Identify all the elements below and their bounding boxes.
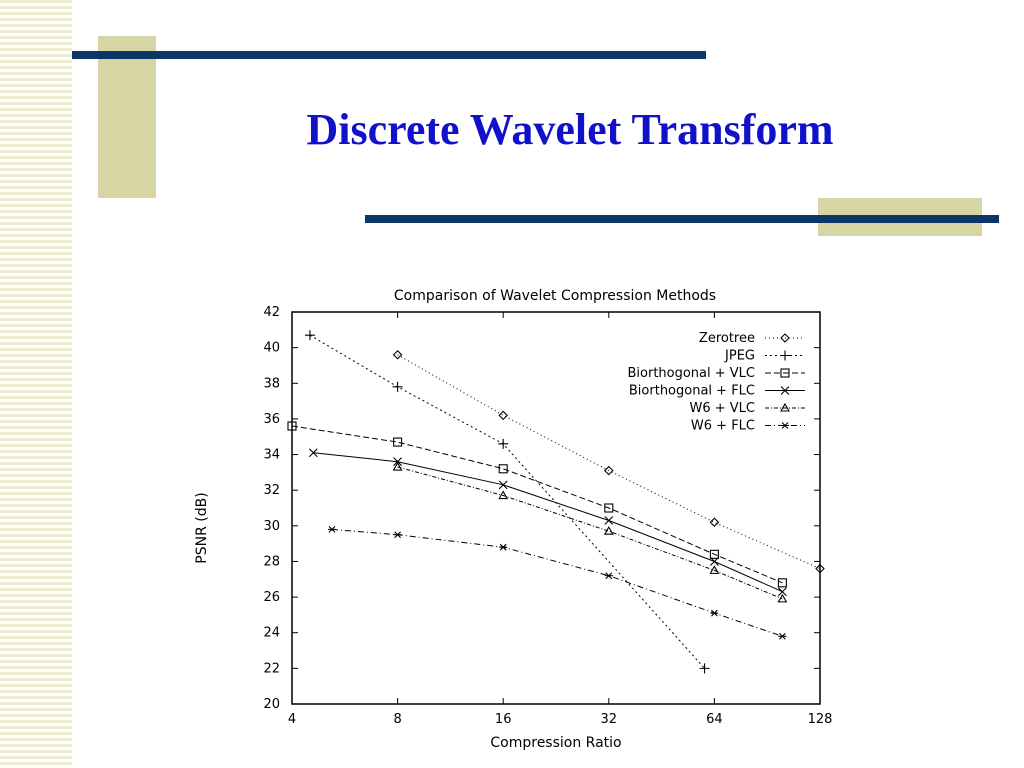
slide-title: Discrete Wavelet Transform [306, 105, 834, 154]
data-point-square [287, 421, 297, 431]
y-tick-label: 20 [263, 697, 280, 712]
data-point-plus [498, 438, 509, 449]
y-tick-label: 28 [263, 554, 280, 569]
series-line [397, 354, 821, 570]
data-point-triangle [777, 593, 788, 603]
data-point-diamond [498, 410, 508, 421]
series-line [313, 452, 783, 593]
legend-label: Biorthogonal + VLC [627, 366, 755, 381]
data-point-triangle [392, 461, 403, 471]
series-1 [392, 349, 825, 574]
y-tick-label: 32 [263, 483, 280, 498]
data-point-triangle [709, 565, 720, 574]
x-tick-label: 4 [288, 712, 296, 727]
legend-label: W6 + FLC [691, 419, 755, 434]
x-tick-label: 16 [495, 712, 512, 727]
x-tick-label: 128 [808, 712, 833, 727]
y-tick-label: 24 [263, 626, 280, 641]
x-tick-label: 8 [393, 712, 401, 727]
data-point-plus [304, 330, 315, 341]
series-line [291, 425, 783, 584]
data-point-square [709, 549, 719, 559]
data-point-diamond [709, 517, 720, 528]
data-point-diamond [604, 465, 614, 476]
wavelet-comparison-chart: Comparison of Wavelet Compression Method… [194, 288, 833, 751]
y-tick-label: 36 [263, 412, 280, 427]
series-2 [304, 330, 710, 674]
data-point-square [780, 368, 790, 378]
data-point-square [498, 464, 508, 474]
series-line [309, 334, 705, 669]
data-point-star [781, 422, 789, 429]
data-point-x [710, 557, 719, 566]
data-point-x [498, 480, 508, 490]
data-point-triangle [498, 490, 509, 500]
legend-label: Biorthogonal + FLC [629, 384, 755, 399]
chart-title: Comparison of Wavelet Compression Method… [394, 288, 716, 304]
series-line [331, 528, 783, 637]
data-point-star [499, 543, 508, 551]
data-point-triangle [603, 526, 614, 535]
legend: Zerotree JPEG Biorthogonal + VLC Biorthogon… [627, 331, 805, 434]
data-point-plus [392, 381, 403, 392]
x-tick-label: 64 [706, 712, 723, 727]
data-point-star [604, 572, 613, 580]
y-axis-label: PSNR (dB) [194, 492, 210, 563]
legend-label: JPEG [724, 349, 755, 364]
legend-label: W6 + VLC [690, 401, 756, 416]
bottom-rule [365, 215, 999, 223]
y-tick-label: 26 [263, 590, 280, 605]
x-axis-label: Compression Ratio [490, 735, 621, 751]
data-point-plus [780, 350, 790, 361]
data-point-star [327, 525, 336, 533]
y-tick-label: 38 [263, 376, 280, 391]
y-tick-label: 30 [263, 519, 280, 534]
data-point-x [604, 516, 614, 525]
accent-block-top [98, 36, 156, 198]
data-point-diamond [392, 349, 403, 360]
series-line [397, 466, 783, 600]
data-point-square [393, 437, 403, 447]
x-tick-label: 32 [601, 712, 618, 727]
data-point-star [710, 609, 719, 617]
left-stripe-border [0, 0, 72, 768]
plot-frame [291, 311, 821, 705]
series-5 [392, 461, 788, 603]
data-point-diamond [780, 333, 790, 343]
data-point-x [780, 386, 790, 395]
data-point-plus [699, 663, 710, 674]
data-point-x [778, 587, 787, 597]
y-tick-label: 34 [263, 448, 280, 463]
data-point-square [604, 503, 614, 513]
series-4 [308, 448, 787, 597]
series-3 [287, 421, 787, 588]
data-point-star [393, 531, 402, 539]
data-point-star [778, 632, 787, 640]
series-6 [327, 525, 787, 640]
legend-label: Zerotree [699, 331, 755, 346]
data-point-square [777, 578, 787, 588]
data-point-x [393, 457, 402, 467]
data-point-triangle [780, 402, 790, 412]
top-rule [72, 51, 706, 59]
y-tick-label: 22 [263, 661, 280, 676]
y-tick-label: 40 [263, 341, 280, 356]
data-point-diamond [815, 563, 825, 574]
y-tick-label: 42 [263, 305, 280, 320]
data-point-x [308, 448, 318, 458]
